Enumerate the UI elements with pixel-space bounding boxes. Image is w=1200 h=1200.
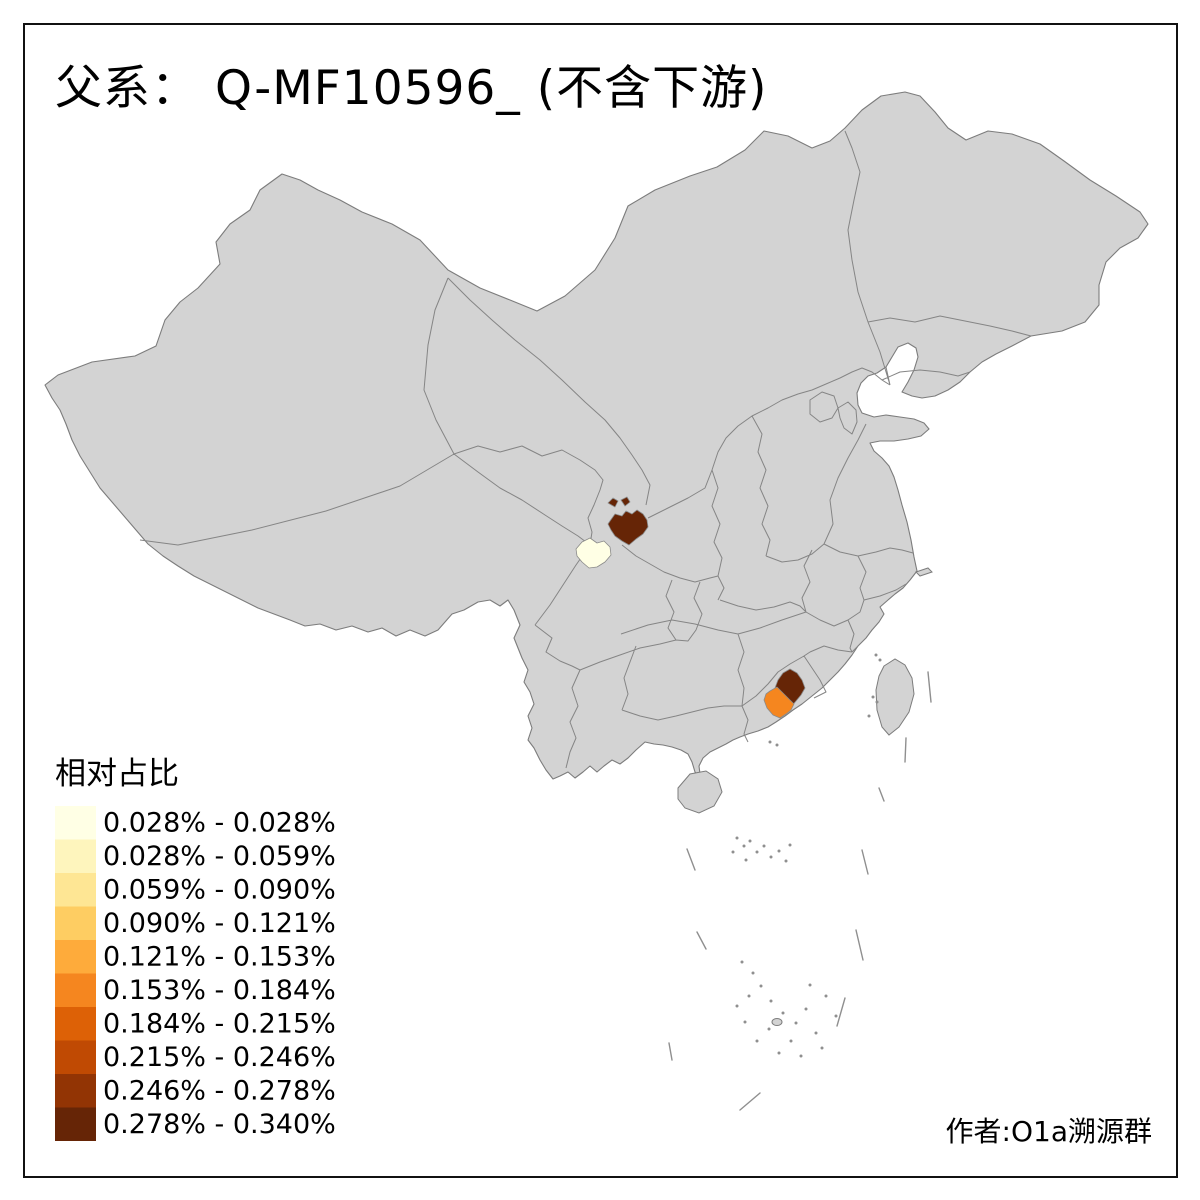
legend-label-9: 0.246% - 0.278% bbox=[103, 1076, 336, 1107]
legend-swatch-4 bbox=[55, 906, 96, 940]
legend: 相对占比 0.028% - 0.028% 0.028% - 0.059% 0.0… bbox=[55, 756, 336, 1141]
legend-swatch-10 bbox=[55, 1107, 96, 1141]
region-ningxia-dark bbox=[607, 496, 649, 546]
nine-dash-line bbox=[668, 671, 932, 1111]
legend-swatch-3 bbox=[55, 873, 96, 907]
south-sea-islet bbox=[771, 1018, 783, 1026]
legend-label-8: 0.215% - 0.246% bbox=[103, 1042, 336, 1073]
china-outline bbox=[44, 91, 1149, 780]
legend-title: 相对占比 bbox=[55, 756, 179, 792]
legend-swatch-2 bbox=[55, 839, 96, 873]
province-borders bbox=[139, 130, 1032, 769]
legend-label-3: 0.059% - 0.090% bbox=[103, 875, 336, 906]
legend-label-7: 0.184% - 0.215% bbox=[103, 1009, 336, 1040]
legend-label-4: 0.090% - 0.121% bbox=[103, 908, 336, 939]
legend-swatch-6 bbox=[55, 973, 96, 1007]
legend-label-1: 0.028% - 0.028% bbox=[103, 808, 336, 839]
taiwan-island bbox=[875, 658, 915, 736]
legend-swatch-5 bbox=[55, 940, 96, 974]
island-dots bbox=[731, 653, 882, 1058]
map-frame bbox=[23, 23, 1178, 1178]
legend-label-6: 0.153% - 0.184% bbox=[103, 975, 336, 1006]
chongming-island bbox=[915, 567, 933, 577]
legend-swatch-9 bbox=[55, 1074, 96, 1108]
legend-label-2: 0.028% - 0.059% bbox=[103, 841, 336, 872]
legend-label-5: 0.121% - 0.153% bbox=[103, 942, 336, 973]
hainan-island bbox=[677, 770, 723, 814]
author-credit: 作者:O1a溯源群 bbox=[946, 1115, 1152, 1148]
region-chaoshan-orange bbox=[763, 686, 795, 719]
region-gansu-south-cream bbox=[575, 537, 612, 569]
legend-label-10: 0.278% - 0.340% bbox=[103, 1109, 336, 1140]
page-title: 父系： Q-MF10596_ (不含下游) bbox=[55, 61, 767, 116]
legend-swatch-7 bbox=[55, 1007, 96, 1041]
legend-swatch-8 bbox=[55, 1040, 96, 1074]
legend-swatch-1 bbox=[55, 806, 96, 840]
